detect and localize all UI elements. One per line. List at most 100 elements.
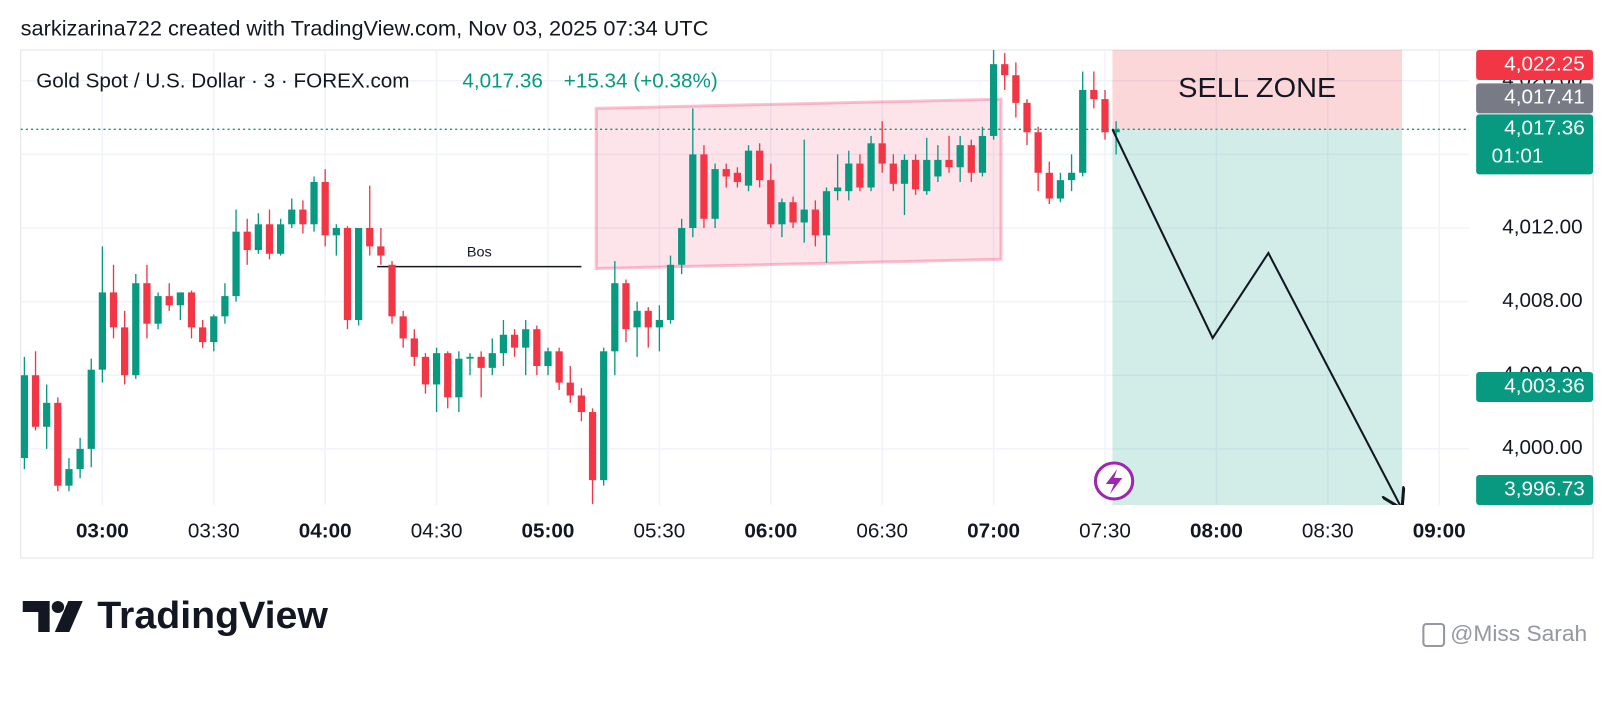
- candle-body: [210, 316, 218, 343]
- candle-body: [644, 310, 652, 328]
- candle-body: [678, 227, 686, 265]
- candle-body: [20, 375, 29, 459]
- price-label: 3,996.73: [1504, 479, 1584, 501]
- bos-label: Bos: [467, 245, 492, 261]
- y-tick-label: 4,008.00: [1502, 290, 1582, 312]
- candle-body: [911, 159, 920, 190]
- candle-body: [343, 227, 352, 321]
- candle-body: [109, 292, 118, 328]
- candle-body: [466, 356, 474, 359]
- candle-body: [377, 246, 385, 256]
- y-tick-label: 4,000.00: [1502, 437, 1582, 459]
- candle-body: [989, 64, 998, 136]
- tradingview-logo: [22, 601, 83, 632]
- candle-body: [522, 329, 530, 348]
- drawings: Bos: [377, 50, 1403, 505]
- candle-body: [889, 163, 897, 184]
- candle-body: [544, 351, 552, 367]
- candle-body: [143, 283, 151, 324]
- candle-body: [945, 159, 953, 168]
- candle-body: [477, 356, 485, 368]
- candle-body: [900, 159, 909, 184]
- price-label-box: [1476, 50, 1594, 80]
- candle-body: [54, 402, 62, 486]
- x-tick-label: 06:00: [744, 521, 797, 543]
- candle-body: [867, 143, 875, 188]
- candle-body: [176, 292, 184, 306]
- candle-body: [923, 159, 931, 192]
- candle-body: [555, 351, 563, 383]
- candle-body: [1001, 64, 1009, 76]
- candle-body: [366, 227, 374, 247]
- range-box: [594, 97, 1003, 271]
- candle-body: [354, 227, 363, 321]
- candle-body: [65, 469, 73, 486]
- candle-body: [265, 224, 274, 254]
- candle-body: [856, 163, 864, 188]
- candle-body: [288, 209, 296, 225]
- candle-body: [332, 227, 340, 236]
- chart-frame: [20, 49, 1594, 559]
- candle-body: [121, 327, 129, 376]
- candle-body: [622, 283, 630, 330]
- candle-body: [778, 202, 786, 225]
- candle-body: [299, 209, 307, 225]
- candle-body: [756, 150, 764, 181]
- candle-body: [1112, 129, 1120, 133]
- candle-body: [1045, 172, 1053, 199]
- x-tick-label: 03:00: [76, 521, 129, 543]
- brand-name: TradingView: [97, 595, 329, 637]
- candle-body: [232, 231, 240, 297]
- candle-body: [711, 169, 719, 219]
- candle-body: [600, 351, 608, 481]
- candle-body: [878, 143, 886, 164]
- candle-body: [822, 191, 831, 236]
- candle-body: [254, 224, 262, 251]
- x-tick-label: 05:30: [634, 521, 686, 543]
- candle-body: [845, 163, 853, 192]
- x-tick-label: 04:00: [299, 521, 352, 543]
- candle-body: [410, 338, 418, 357]
- x-tick-label: 07:30: [1079, 521, 1131, 543]
- projection-path: [1111, 128, 1402, 505]
- candle-body: [510, 334, 519, 348]
- candle-body: [611, 283, 619, 352]
- candles: [20, 50, 1120, 505]
- candle-body: [87, 369, 95, 449]
- x-tick-label: 07:00: [967, 521, 1020, 543]
- candle-body: [221, 296, 229, 317]
- candle-body: [187, 292, 196, 328]
- candle-body: [388, 264, 396, 317]
- candle-body: [499, 334, 508, 354]
- candle-body: [834, 187, 842, 192]
- candle-body: [533, 329, 541, 367]
- x-tick-label: 08:00: [1190, 521, 1243, 543]
- price-change: +15.34 (+0.38%): [564, 71, 718, 93]
- candle-body: [689, 154, 697, 228]
- candle-body: [488, 353, 496, 368]
- candle-body: [31, 375, 40, 427]
- watermark: @Miss Sarah: [1450, 621, 1587, 646]
- last-price: 4,017.36: [462, 71, 542, 93]
- candle-body: [154, 296, 162, 324]
- candle-body: [1034, 132, 1042, 173]
- grid: [20, 50, 1469, 505]
- price-label-box: [1476, 114, 1594, 175]
- price-label-box: [1476, 475, 1594, 505]
- candle-body: [277, 224, 285, 254]
- lightning-icon[interactable]: [1093, 461, 1135, 501]
- candle-body: [655, 320, 664, 328]
- candle-body: [700, 154, 708, 219]
- price-label-box: [1476, 372, 1594, 403]
- candle-body: [132, 283, 140, 376]
- candle-body: [1056, 180, 1065, 199]
- x-tick-label: 05:00: [522, 521, 575, 543]
- drawings-overlay: SELL ZONE: [20, 72, 1469, 505]
- candle-body: [800, 209, 808, 223]
- candle-body: [978, 135, 987, 173]
- candle-body: [1012, 75, 1020, 103]
- candle-body: [321, 181, 329, 236]
- candle-body: [744, 150, 753, 186]
- x-tick-label: 03:30: [188, 521, 240, 543]
